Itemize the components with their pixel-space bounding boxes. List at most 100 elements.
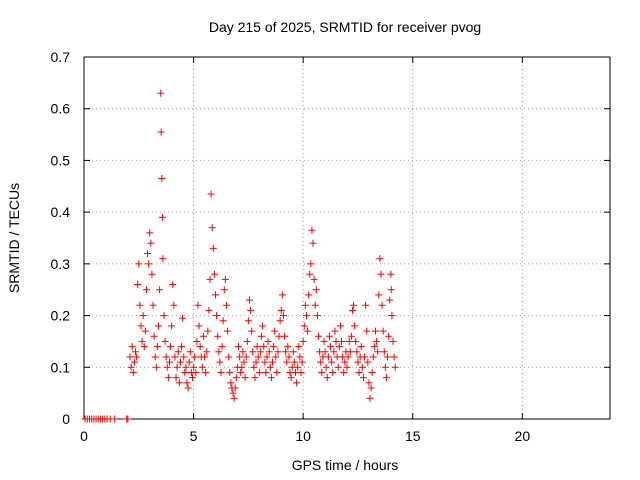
data-point xyxy=(358,363,366,371)
data-point xyxy=(230,394,238,402)
data-point xyxy=(324,353,332,361)
data-point xyxy=(243,337,251,345)
axis-tick-labels: 0 5 10 15 20 0 0.1 0.2 0.3 0.4 0.5 0.6 0.7 xyxy=(51,49,531,444)
data-point xyxy=(348,306,356,314)
data-point xyxy=(179,314,187,322)
data-point xyxy=(315,332,323,340)
data-point xyxy=(386,296,394,304)
data-point xyxy=(229,389,237,397)
data-point xyxy=(320,337,328,345)
y-tick-label: 0.5 xyxy=(51,152,71,168)
data-point xyxy=(281,332,289,340)
data-point xyxy=(369,353,377,361)
data-point xyxy=(155,322,163,330)
data-point xyxy=(290,358,298,366)
data-point xyxy=(199,332,207,340)
data-point xyxy=(148,270,156,278)
data-point xyxy=(272,353,280,361)
data-point xyxy=(202,368,210,376)
data-point xyxy=(285,353,293,361)
data-point xyxy=(224,327,232,335)
data-point xyxy=(184,384,192,392)
data-point xyxy=(212,291,219,299)
data-point xyxy=(217,368,225,376)
data-point xyxy=(293,379,301,387)
data-point xyxy=(235,343,243,351)
data-point xyxy=(260,343,268,351)
data-point xyxy=(265,348,273,356)
data-point xyxy=(182,363,190,371)
data-point xyxy=(347,332,355,340)
data-point xyxy=(278,291,286,299)
data-point xyxy=(215,348,223,356)
data-point xyxy=(376,255,384,263)
data-point xyxy=(373,337,381,345)
data-point xyxy=(127,363,135,371)
data-point xyxy=(150,332,158,340)
data-point xyxy=(153,343,161,351)
data-point xyxy=(363,327,371,335)
data-point xyxy=(227,379,235,387)
data-point xyxy=(220,286,228,294)
chart-title: Day 215 of 2025, SRMTID for receiver pvo… xyxy=(209,19,481,35)
data-point xyxy=(390,353,398,361)
data-point xyxy=(132,348,140,356)
data-point xyxy=(238,363,246,371)
data-point xyxy=(247,306,255,314)
data-point xyxy=(354,358,362,366)
data-point xyxy=(256,348,264,356)
data-point xyxy=(245,296,253,304)
data-point xyxy=(359,374,367,382)
data-point xyxy=(283,358,291,366)
x-tick-label: 20 xyxy=(515,428,531,444)
data-point xyxy=(328,358,336,366)
data-point xyxy=(307,260,315,268)
data-point xyxy=(306,270,314,278)
data-point xyxy=(204,327,212,335)
data-point xyxy=(205,306,213,314)
data-point xyxy=(216,358,224,366)
data-point xyxy=(249,348,257,356)
data-point xyxy=(191,353,199,361)
data-point xyxy=(304,327,312,335)
data-point xyxy=(209,244,217,252)
data-point xyxy=(352,337,360,345)
data-point xyxy=(294,363,302,371)
data-point xyxy=(159,255,167,263)
plot-frame xyxy=(83,56,611,420)
data-point xyxy=(219,317,227,325)
data-point xyxy=(301,301,309,309)
data-point xyxy=(208,224,216,232)
data-point xyxy=(157,128,165,136)
data-point xyxy=(190,363,198,371)
data-points xyxy=(81,89,399,423)
data-point xyxy=(151,353,159,361)
data-point xyxy=(391,363,399,371)
data-point xyxy=(253,343,261,351)
data-point xyxy=(264,337,272,345)
y-tick-label: 0.6 xyxy=(51,101,71,117)
data-point xyxy=(330,348,338,356)
data-point xyxy=(389,337,397,345)
data-point xyxy=(325,332,333,340)
data-point xyxy=(142,286,150,294)
data-point xyxy=(268,358,276,366)
data-point xyxy=(111,415,119,423)
data-point xyxy=(387,286,395,294)
data-point xyxy=(266,363,274,371)
data-point xyxy=(321,348,329,356)
data-point xyxy=(186,348,194,356)
data-point xyxy=(313,312,321,320)
data-point xyxy=(135,260,143,268)
data-point xyxy=(302,312,310,320)
data-point xyxy=(180,353,188,361)
data-point xyxy=(305,291,313,299)
data-point xyxy=(183,379,191,387)
data-point xyxy=(239,348,247,356)
data-point xyxy=(222,301,230,309)
data-point xyxy=(382,374,390,382)
data-point xyxy=(258,332,266,340)
data-point xyxy=(322,363,330,371)
y-axis-label: SRMTID / TECUs xyxy=(6,183,22,293)
data-point xyxy=(277,306,285,314)
